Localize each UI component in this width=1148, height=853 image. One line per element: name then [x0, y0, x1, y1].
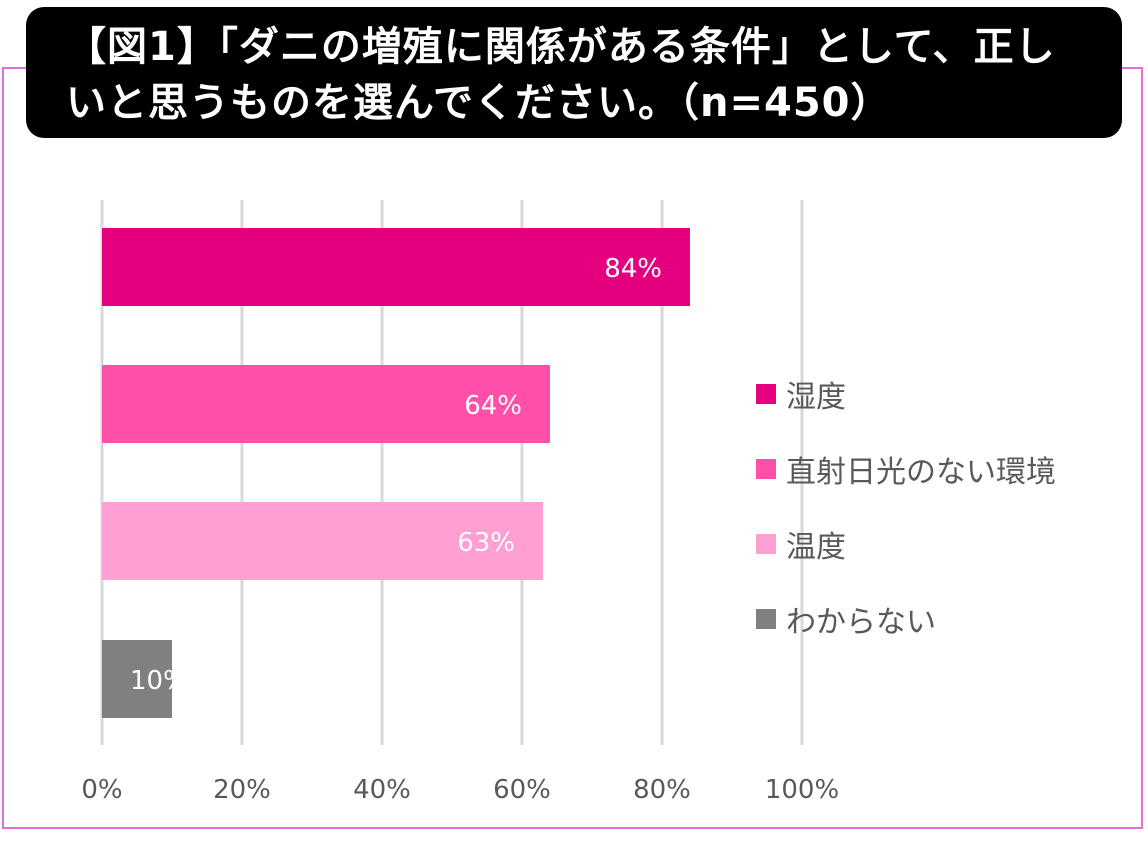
x-tick-label: 60% — [493, 775, 551, 805]
bars — [102, 228, 690, 718]
data-label: 84% — [604, 254, 662, 284]
data-labels: 84% 64% 63% 10% — [130, 254, 662, 696]
bar — [102, 640, 172, 718]
x-tick-label: 0% — [81, 775, 122, 805]
bar — [102, 502, 543, 580]
legend-swatch — [756, 458, 776, 479]
legend-item: わからない — [756, 581, 1056, 656]
legend-label: 直射日光のない環境 — [786, 454, 1056, 490]
x-axis-ticks: 0% 20% 40% 60% 80% 100% — [81, 775, 839, 805]
title-banner: 【図1】「ダニの増殖に関係がある条件」として、正しいと思うものを選んでください。… — [26, 7, 1122, 138]
legend-swatch — [756, 383, 776, 404]
chart-title: 【図1】「ダニの増殖に関係がある条件」として、正しいと思うものを選んでください。… — [66, 24, 1056, 126]
legend-label: 温度 — [786, 529, 846, 565]
legend-label: わからない — [786, 604, 936, 640]
x-tick-label: 40% — [353, 775, 411, 805]
x-tick-label: 100% — [765, 775, 839, 805]
legend-swatch — [756, 533, 776, 554]
legend-item: 湿度 — [756, 356, 1056, 431]
legend-label: 湿度 — [786, 379, 846, 415]
legend-item: 直射日光のない環境 — [756, 431, 1056, 506]
bar — [102, 228, 690, 306]
data-label: 10% — [130, 666, 188, 696]
legend-item: 温度 — [756, 506, 1056, 581]
legend-swatch — [756, 608, 776, 629]
x-tick-label: 80% — [633, 775, 691, 805]
data-label: 63% — [457, 528, 515, 558]
x-tick-label: 20% — [213, 775, 271, 805]
data-label: 64% — [464, 391, 522, 421]
bar — [102, 365, 550, 443]
legend: 湿度 直射日光のない環境 温度 わからない — [756, 356, 1056, 656]
